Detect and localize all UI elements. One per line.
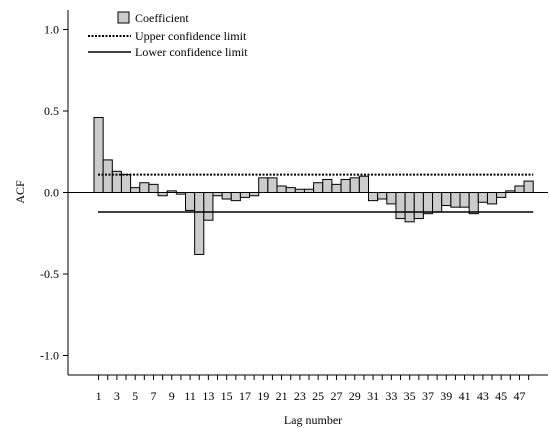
acf-bar-lag-5: [130, 187, 141, 194]
x-ticks-group: 1 3 5 7 9 11 13 15 17 19 21 23 25 27 29 31 33 35 37 39 41 43 4…: [96, 375, 530, 403]
axes-group: [67, 10, 548, 376]
acf-bar-lag-47: [514, 185, 525, 193]
x-tick-label: 33: [385, 389, 397, 403]
x-tick-label: 21: [276, 389, 288, 403]
acf-bar-lag-16: [230, 192, 241, 202]
acf-bar-lag-2: [102, 159, 113, 193]
acf-bar-lag-42: [468, 192, 479, 215]
x-tick-label: 47: [513, 389, 525, 403]
y-tick-label: 1.0: [44, 23, 59, 37]
acf-bar-lag-11: [185, 192, 196, 211]
x-tick-label: 43: [477, 389, 489, 403]
y-tick-label: 0.0: [44, 186, 59, 200]
bars-group: [93, 117, 534, 255]
y-axis-title: ACF: [13, 180, 27, 204]
legend-label-coefficient: Coefficient: [135, 11, 189, 25]
legend-label-lower: Lower confidence limit: [135, 45, 248, 59]
x-tick-label: 35: [404, 389, 416, 403]
x-tick-label: 3: [114, 389, 120, 403]
acf-bar-lag-40: [450, 192, 461, 208]
y-tick-label: -0.5: [40, 267, 59, 281]
acf-bar-lag-48: [523, 180, 534, 193]
acf-bar-lag-21: [276, 185, 287, 193]
acf-bar-lag-26: [322, 178, 333, 194]
x-tick-label: 25: [312, 389, 324, 403]
x-tick-label: 1: [96, 389, 102, 403]
acf-bar-lag-1: [93, 117, 104, 193]
acf-bar-lag-6: [139, 182, 150, 194]
acf-bar-lag-38: [432, 192, 443, 213]
acf-bar-lag-28: [340, 178, 351, 194]
x-tick-label: 17: [239, 389, 251, 403]
acf-bar-lag-4: [120, 174, 132, 194]
acf-bar-lag-29: [349, 177, 360, 194]
x-tick-label: 9: [169, 389, 175, 403]
acf-bar-lag-36: [413, 192, 424, 220]
acf-bar-lag-44: [486, 192, 498, 205]
acf-bar-lag-30: [358, 175, 370, 193]
acf-bar-lag-33: [386, 192, 397, 205]
acf-bar-lag-22: [285, 187, 296, 194]
x-tick-label: 31: [367, 389, 379, 403]
acf-bar-lag-25: [313, 182, 324, 194]
x-tick-label: 23: [294, 389, 306, 403]
x-tick-label: 5: [132, 389, 138, 403]
acf-bar-lag-27: [331, 183, 342, 194]
x-tick-label: 27: [330, 389, 342, 403]
legend: Coefficient Upper confidence limit Lower…: [88, 11, 248, 59]
acf-bar-lag-43: [477, 192, 488, 203]
acf-bar-lag-37: [422, 192, 434, 215]
y-tick-label: 0.5: [44, 104, 59, 118]
x-axis-title: Lag number: [284, 413, 342, 427]
x-tick-label: 19: [257, 389, 269, 403]
acf-bar-lag-19: [258, 177, 269, 194]
acf-bar-lag-35: [404, 192, 415, 223]
acf-bar-lag-17: [239, 192, 251, 198]
x-tick-label: 41: [459, 389, 471, 403]
x-tick-label: 13: [202, 389, 214, 403]
y-ticks-group: 1.0 0.5 0.0 -0.5 -1.0: [40, 23, 68, 363]
y-tick-label: -1.0: [40, 349, 59, 363]
acf-bar-lag-45: [496, 192, 507, 198]
legend-swatch-coefficient: [117, 11, 130, 24]
x-tick-label: 11: [184, 389, 196, 403]
x-tick-label: 45: [495, 389, 507, 403]
acf-bar-lag-13: [203, 192, 214, 221]
acf-bar-lag-39: [441, 192, 452, 207]
x-tick-label: 29: [349, 389, 361, 403]
acf-bar-lag-15: [221, 192, 232, 200]
acf-bar-lag-34: [395, 192, 406, 220]
acf-bar-lag-7: [148, 183, 159, 194]
x-tick-label: 7: [150, 389, 156, 403]
x-tick-label: 39: [440, 389, 452, 403]
acf-bar-lag-41: [459, 192, 470, 208]
acf-bar-lag-12: [194, 192, 205, 255]
x-tick-label: 15: [221, 389, 233, 403]
x-tick-label: 37: [422, 389, 434, 403]
acf-bar-lag-31: [368, 192, 379, 202]
acf-bar-lag-32: [377, 192, 388, 200]
acf-bar-lag-20: [267, 177, 278, 194]
legend-label-upper: Upper confidence limit: [135, 29, 247, 43]
confidence-limits-group: [98, 173, 534, 213]
